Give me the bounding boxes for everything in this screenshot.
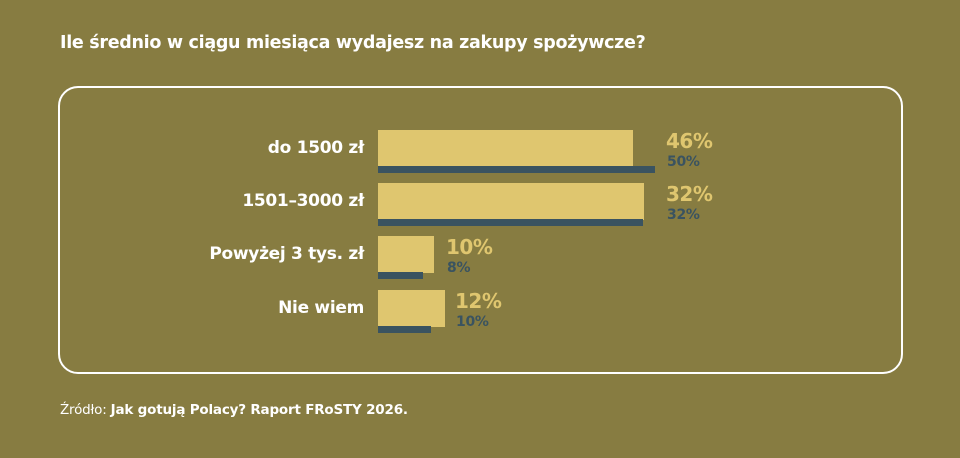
category-label: Powyżej 3 tys. zł (209, 244, 364, 264)
bar-row-do-1500: do 1500 zł 46% 50% (0, 129, 960, 174)
primary-value: 46% (666, 129, 713, 153)
primary-bar (378, 183, 644, 220)
secondary-value: 8% (447, 260, 471, 276)
bar-row-powyzej-3-tys: Powyżej 3 tys. zł 10% 8% (0, 235, 960, 280)
secondary-value: 32% (667, 207, 700, 223)
primary-bar (378, 290, 445, 327)
secondary-bar (378, 219, 643, 226)
secondary-value: 50% (667, 154, 700, 170)
primary-value: 12% (455, 289, 502, 313)
category-label: Nie wiem (278, 298, 364, 318)
secondary-value: 10% (456, 314, 489, 330)
source-note: Źródło: Jak gotują Polacy? Raport FRoSTY… (60, 402, 408, 418)
chart-title: Ile średnio w ciągu miesiąca wydajesz na… (60, 33, 646, 53)
bar-row-nie-wiem: Nie wiem 12% 10% (0, 289, 960, 334)
primary-value: 10% (446, 235, 493, 259)
primary-bar (378, 236, 434, 273)
primary-value: 32% (666, 182, 713, 206)
category-label: 1501–3000 zł (242, 191, 364, 211)
category-label: do 1500 zł (267, 138, 365, 158)
secondary-bar (378, 272, 423, 279)
primary-bar (378, 130, 633, 167)
bar-row-1501-3000: 1501–3000 zł 32% 32% (0, 182, 960, 227)
chart-frame (58, 86, 903, 374)
source-name: Jak gotują Polacy? Raport FRoSTY 2026. (110, 402, 408, 418)
source-prefix: Źródło: (60, 402, 107, 418)
secondary-bar (378, 326, 431, 333)
secondary-bar (378, 166, 655, 173)
